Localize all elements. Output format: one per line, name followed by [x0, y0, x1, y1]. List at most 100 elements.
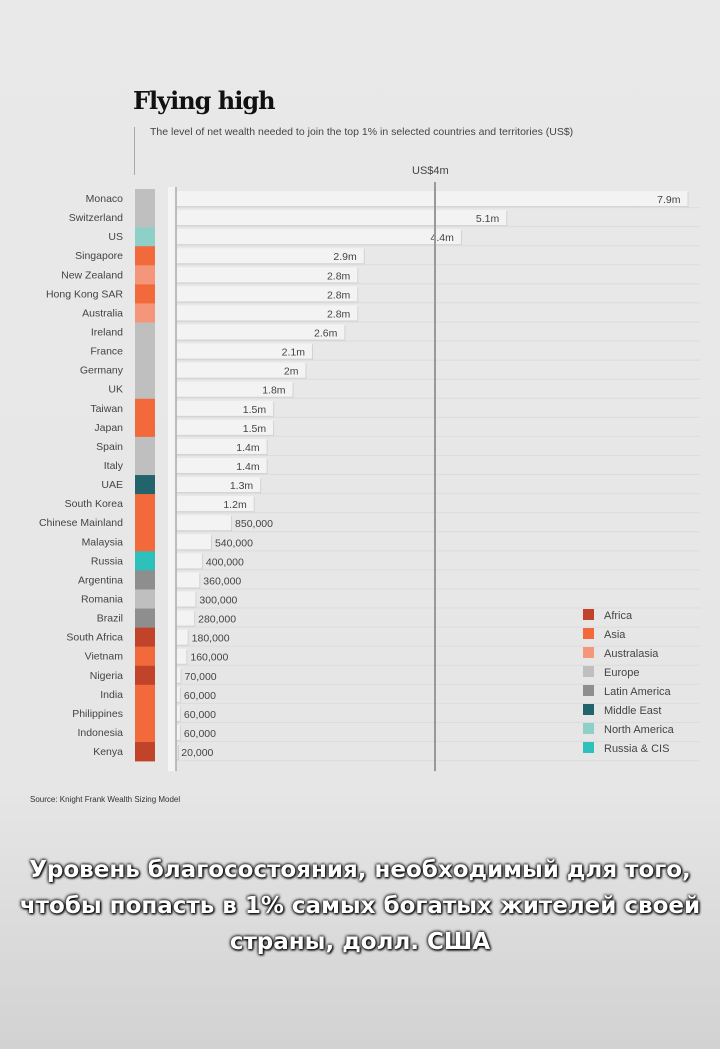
bar	[176, 191, 688, 207]
value-label: 1.5m	[243, 423, 267, 435]
region-swatch	[135, 246, 155, 266]
bar-shadow	[177, 745, 179, 761]
category-label: Indonesia	[77, 727, 123, 739]
category-label: Ireland	[91, 326, 123, 338]
region-swatch	[135, 722, 155, 743]
category-label: South Africa	[66, 632, 123, 644]
region-swatch	[135, 475, 155, 495]
value-label: 2.8m	[327, 289, 351, 301]
bar	[176, 362, 306, 378]
legend-label: Europe	[604, 667, 639, 679]
category-label: Switzerland	[69, 212, 123, 224]
legend-label: North America	[604, 724, 675, 736]
category-label: Nigeria	[90, 670, 123, 682]
bar	[176, 629, 188, 645]
legend-swatch	[583, 704, 594, 715]
value-label: 60,000	[184, 690, 216, 702]
bar	[176, 610, 195, 626]
region-swatch	[135, 646, 155, 667]
bar-chart: Monaco 7.9m Switzerland 5.1m US 4.4m Singapore…	[39, 182, 700, 772]
value-label: 300,000	[199, 594, 237, 606]
region-swatch	[135, 189, 155, 209]
region-swatch	[135, 589, 155, 609]
category-label: Germany	[80, 365, 124, 377]
bar	[176, 686, 180, 702]
category-label: Japan	[94, 422, 123, 434]
bar	[176, 534, 211, 550]
bar	[176, 381, 293, 397]
legend-label: Australasia	[604, 648, 659, 660]
chart-title: Flying high	[133, 86, 276, 115]
value-label: 2m	[284, 366, 299, 378]
bar	[176, 324, 345, 340]
legend-swatch	[583, 647, 594, 658]
region-swatch	[135, 322, 155, 342]
region-swatch	[135, 513, 155, 533]
value-label: 160,000	[190, 652, 228, 664]
value-label: 60,000	[184, 728, 216, 740]
bar	[176, 457, 267, 474]
bar	[176, 648, 187, 664]
bar	[176, 667, 181, 683]
caption: Уровень благосостояния, необходимый для …	[19, 857, 701, 955]
category-label: Hong Kong SAR	[46, 288, 123, 300]
category-label: New Zealand	[61, 269, 123, 281]
bar	[176, 343, 312, 359]
value-label: 5.1m	[476, 213, 500, 225]
region-swatch	[135, 570, 155, 590]
legend-swatch	[583, 628, 594, 639]
region-swatch	[135, 551, 155, 571]
value-label: 850,000	[235, 518, 273, 530]
category-label: Brazil	[97, 613, 123, 625]
bar	[176, 477, 261, 493]
bar	[176, 591, 196, 607]
value-label: 2.1m	[282, 347, 306, 359]
category-label: South Korea	[65, 498, 124, 510]
value-label: 7.9m	[657, 194, 681, 206]
legend-label: Asia	[604, 629, 626, 641]
value-label: 280,000	[198, 614, 236, 626]
region-swatch	[135, 417, 155, 438]
value-label: 2.9m	[333, 251, 357, 263]
category-label: Malaysia	[82, 536, 124, 548]
bar	[176, 229, 461, 245]
category-label: Singapore	[75, 250, 123, 262]
category-label: Chinese Mainland	[39, 517, 123, 529]
legend-swatch	[583, 666, 594, 677]
category-label: Australia	[82, 307, 123, 319]
bar	[176, 496, 254, 512]
bar	[176, 572, 200, 588]
source-note: Source: Knight Frank Wealth Sizing Model	[30, 795, 181, 804]
value-label: 180,000	[192, 633, 230, 645]
category-label: Italy	[104, 460, 124, 472]
value-label: 360,000	[203, 575, 241, 587]
bar	[176, 419, 274, 435]
reference-line-label: US$4m	[412, 165, 449, 177]
region-swatch	[135, 703, 155, 724]
value-label: 2.8m	[327, 308, 351, 320]
bar	[176, 210, 507, 226]
bar	[176, 248, 364, 264]
value-label: 60,000	[184, 709, 216, 721]
category-label: UK	[108, 384, 123, 396]
legend-swatch	[583, 723, 594, 734]
chart-subtitle: The level of net wealth needed to join t…	[150, 126, 574, 138]
bar	[176, 553, 202, 569]
legend-swatch	[583, 609, 594, 620]
bar	[176, 400, 274, 416]
region-swatch	[135, 436, 155, 457]
bar	[176, 305, 358, 321]
category-label: US	[108, 231, 123, 243]
region-swatch	[135, 608, 155, 628]
category-label: India	[100, 689, 123, 701]
category-label: Kenya	[93, 746, 123, 758]
value-label: 2.6m	[314, 327, 338, 339]
subtitle-rule	[134, 127, 135, 175]
axis-band	[168, 187, 176, 772]
value-label: 1.8m	[262, 385, 286, 397]
category-label: France	[90, 346, 123, 358]
bar	[176, 515, 232, 531]
bar	[176, 724, 180, 741]
bar	[176, 286, 358, 302]
legend-label: Russia & CIS	[604, 743, 669, 755]
